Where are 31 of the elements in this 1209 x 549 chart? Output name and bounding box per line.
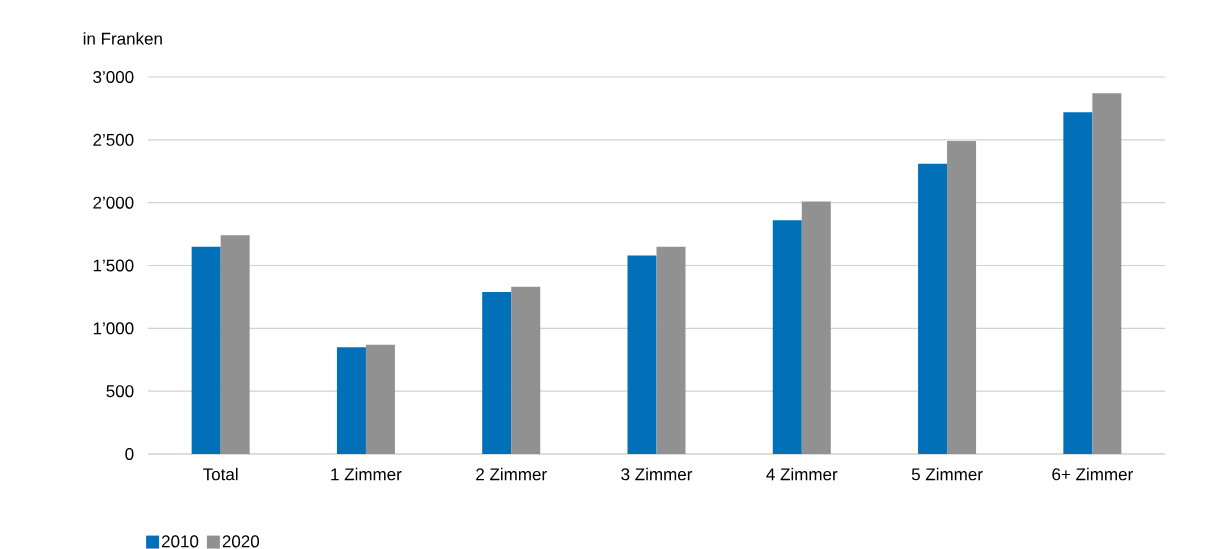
x-tick-label: 4 Zimmer	[766, 467, 838, 481]
bar	[947, 141, 977, 454]
y-axis-title: in Franken	[83, 32, 162, 45]
bar	[482, 291, 512, 454]
x-tick-label: 3 Zimmer	[621, 467, 693, 481]
bar	[511, 286, 541, 454]
y-tick-label: 2’000	[93, 196, 134, 209]
x-tick-label: 5 Zimmer	[911, 467, 983, 481]
bar	[1063, 112, 1093, 454]
y-tick-label: 0	[125, 447, 134, 461]
y-tick-label: 2’500	[93, 133, 134, 146]
bar	[336, 347, 366, 454]
bar	[801, 201, 831, 454]
bar	[191, 246, 221, 454]
x-tick-label: 2 Zimmer	[476, 467, 547, 481]
legend-label: 2010	[161, 535, 199, 548]
y-tick-label: 500	[106, 385, 134, 398]
y-tick-label: 3’000	[93, 70, 134, 84]
bar	[627, 255, 657, 454]
bar	[1092, 93, 1122, 454]
x-tick-label: Total	[203, 467, 238, 481]
legend-label: 2020	[222, 535, 260, 548]
y-tick-label: 1’500	[93, 259, 134, 272]
y-tick-label: 1’000	[93, 322, 134, 335]
bar	[365, 344, 395, 454]
x-tick-label: 1 Zimmer	[331, 467, 402, 481]
bar	[220, 235, 250, 454]
x-tick-label: 6+ Zimmer	[1052, 467, 1133, 481]
bar	[772, 220, 802, 454]
bar	[918, 163, 948, 454]
bar	[656, 246, 686, 454]
